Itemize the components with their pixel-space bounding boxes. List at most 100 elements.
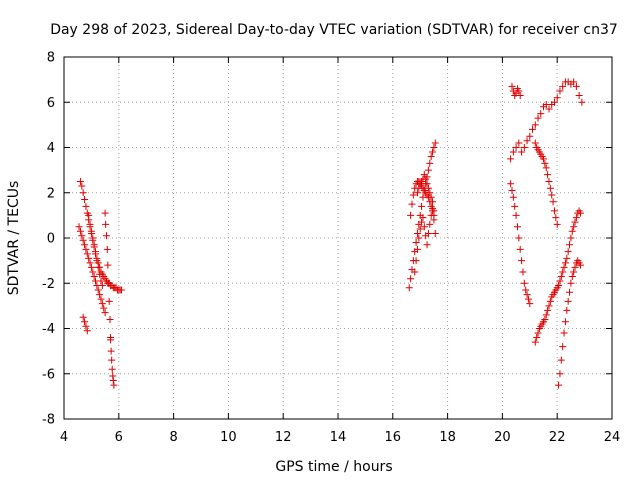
data-point <box>78 182 86 190</box>
data-point <box>571 263 579 271</box>
data-point <box>426 159 434 167</box>
data-point <box>555 381 563 389</box>
data-point <box>576 209 584 217</box>
data-point <box>557 356 565 364</box>
data-point <box>534 114 542 122</box>
data-point <box>545 105 553 113</box>
data-point <box>570 78 578 86</box>
data-point <box>408 200 416 208</box>
series-arc-10 <box>413 171 438 215</box>
data-point <box>418 218 426 226</box>
data-point <box>553 220 561 228</box>
data-point <box>412 257 420 265</box>
data-point <box>556 87 564 95</box>
x-tick-label: 4 <box>60 430 68 445</box>
data-point <box>572 214 580 222</box>
data-point <box>93 282 101 290</box>
data-point <box>559 268 567 276</box>
data-point <box>105 297 113 305</box>
data-point <box>90 272 98 280</box>
data-point <box>516 245 524 253</box>
data-point <box>79 236 87 244</box>
data-point <box>546 297 554 305</box>
series-arc-6 <box>107 336 118 389</box>
data-point <box>545 302 553 310</box>
x-tick-label: 14 <box>330 430 347 445</box>
data-point <box>82 202 90 210</box>
data-point <box>513 223 521 231</box>
data-point <box>104 279 112 287</box>
data-point <box>520 279 528 287</box>
data-point <box>541 315 549 323</box>
data-point <box>109 377 117 385</box>
data-point <box>101 209 109 217</box>
data-point <box>507 180 515 188</box>
data-point <box>429 148 437 156</box>
data-point <box>82 322 90 330</box>
data-point <box>426 220 434 228</box>
data-point <box>507 155 515 163</box>
y-axis-label: SDTVAR / TECUs <box>6 181 22 296</box>
x-tick-label: 24 <box>604 430 621 445</box>
data-point <box>529 125 537 133</box>
data-point <box>104 261 112 269</box>
data-point <box>509 148 517 156</box>
series-arc-9 <box>411 205 439 276</box>
data-point <box>430 216 438 224</box>
data-point <box>531 338 539 346</box>
x-tick-label: 16 <box>385 430 402 445</box>
data-point <box>82 245 90 253</box>
x-tick-label: 20 <box>494 430 511 445</box>
x-tick-label: 18 <box>439 430 456 445</box>
data-point <box>107 347 115 355</box>
data-marks <box>75 78 586 389</box>
data-point <box>548 191 556 199</box>
data-point <box>423 241 431 249</box>
data-point <box>550 98 558 106</box>
data-point <box>555 282 563 290</box>
data-point <box>526 300 534 308</box>
data-point <box>423 180 431 188</box>
data-point <box>427 193 435 201</box>
data-point <box>540 155 547 163</box>
data-point <box>78 232 86 240</box>
data-point <box>407 275 415 283</box>
data-point <box>568 227 576 235</box>
data-point <box>411 268 419 276</box>
data-point <box>523 137 531 145</box>
data-point <box>422 175 430 183</box>
data-point <box>85 211 93 219</box>
data-point <box>526 132 534 140</box>
data-point <box>560 329 568 337</box>
data-point <box>94 286 102 294</box>
data-point <box>85 254 93 262</box>
data-point <box>418 202 426 210</box>
data-point <box>572 82 580 90</box>
data-point <box>96 263 104 271</box>
data-point <box>96 291 104 299</box>
data-point <box>100 304 108 312</box>
data-point <box>520 144 528 151</box>
data-point <box>559 343 567 351</box>
data-point <box>412 239 420 247</box>
data-point <box>515 234 523 242</box>
data-point <box>429 198 437 206</box>
data-point <box>426 189 434 197</box>
data-point <box>509 193 517 201</box>
data-point <box>431 229 439 237</box>
data-point <box>542 164 550 172</box>
data-point <box>563 254 571 262</box>
series-arc-4 <box>79 313 91 335</box>
data-point <box>92 248 100 256</box>
data-point <box>405 284 413 292</box>
data-point <box>556 277 564 285</box>
data-point <box>81 241 89 249</box>
data-point <box>97 295 105 303</box>
data-point <box>413 245 421 253</box>
data-point <box>534 329 542 337</box>
y-tick-label: -8 <box>42 413 55 428</box>
y-tick-label: -6 <box>42 367 55 382</box>
chart-title: Day 298 of 2023, Sidereal Day-to-day VTE… <box>50 22 618 38</box>
data-point <box>424 184 432 192</box>
